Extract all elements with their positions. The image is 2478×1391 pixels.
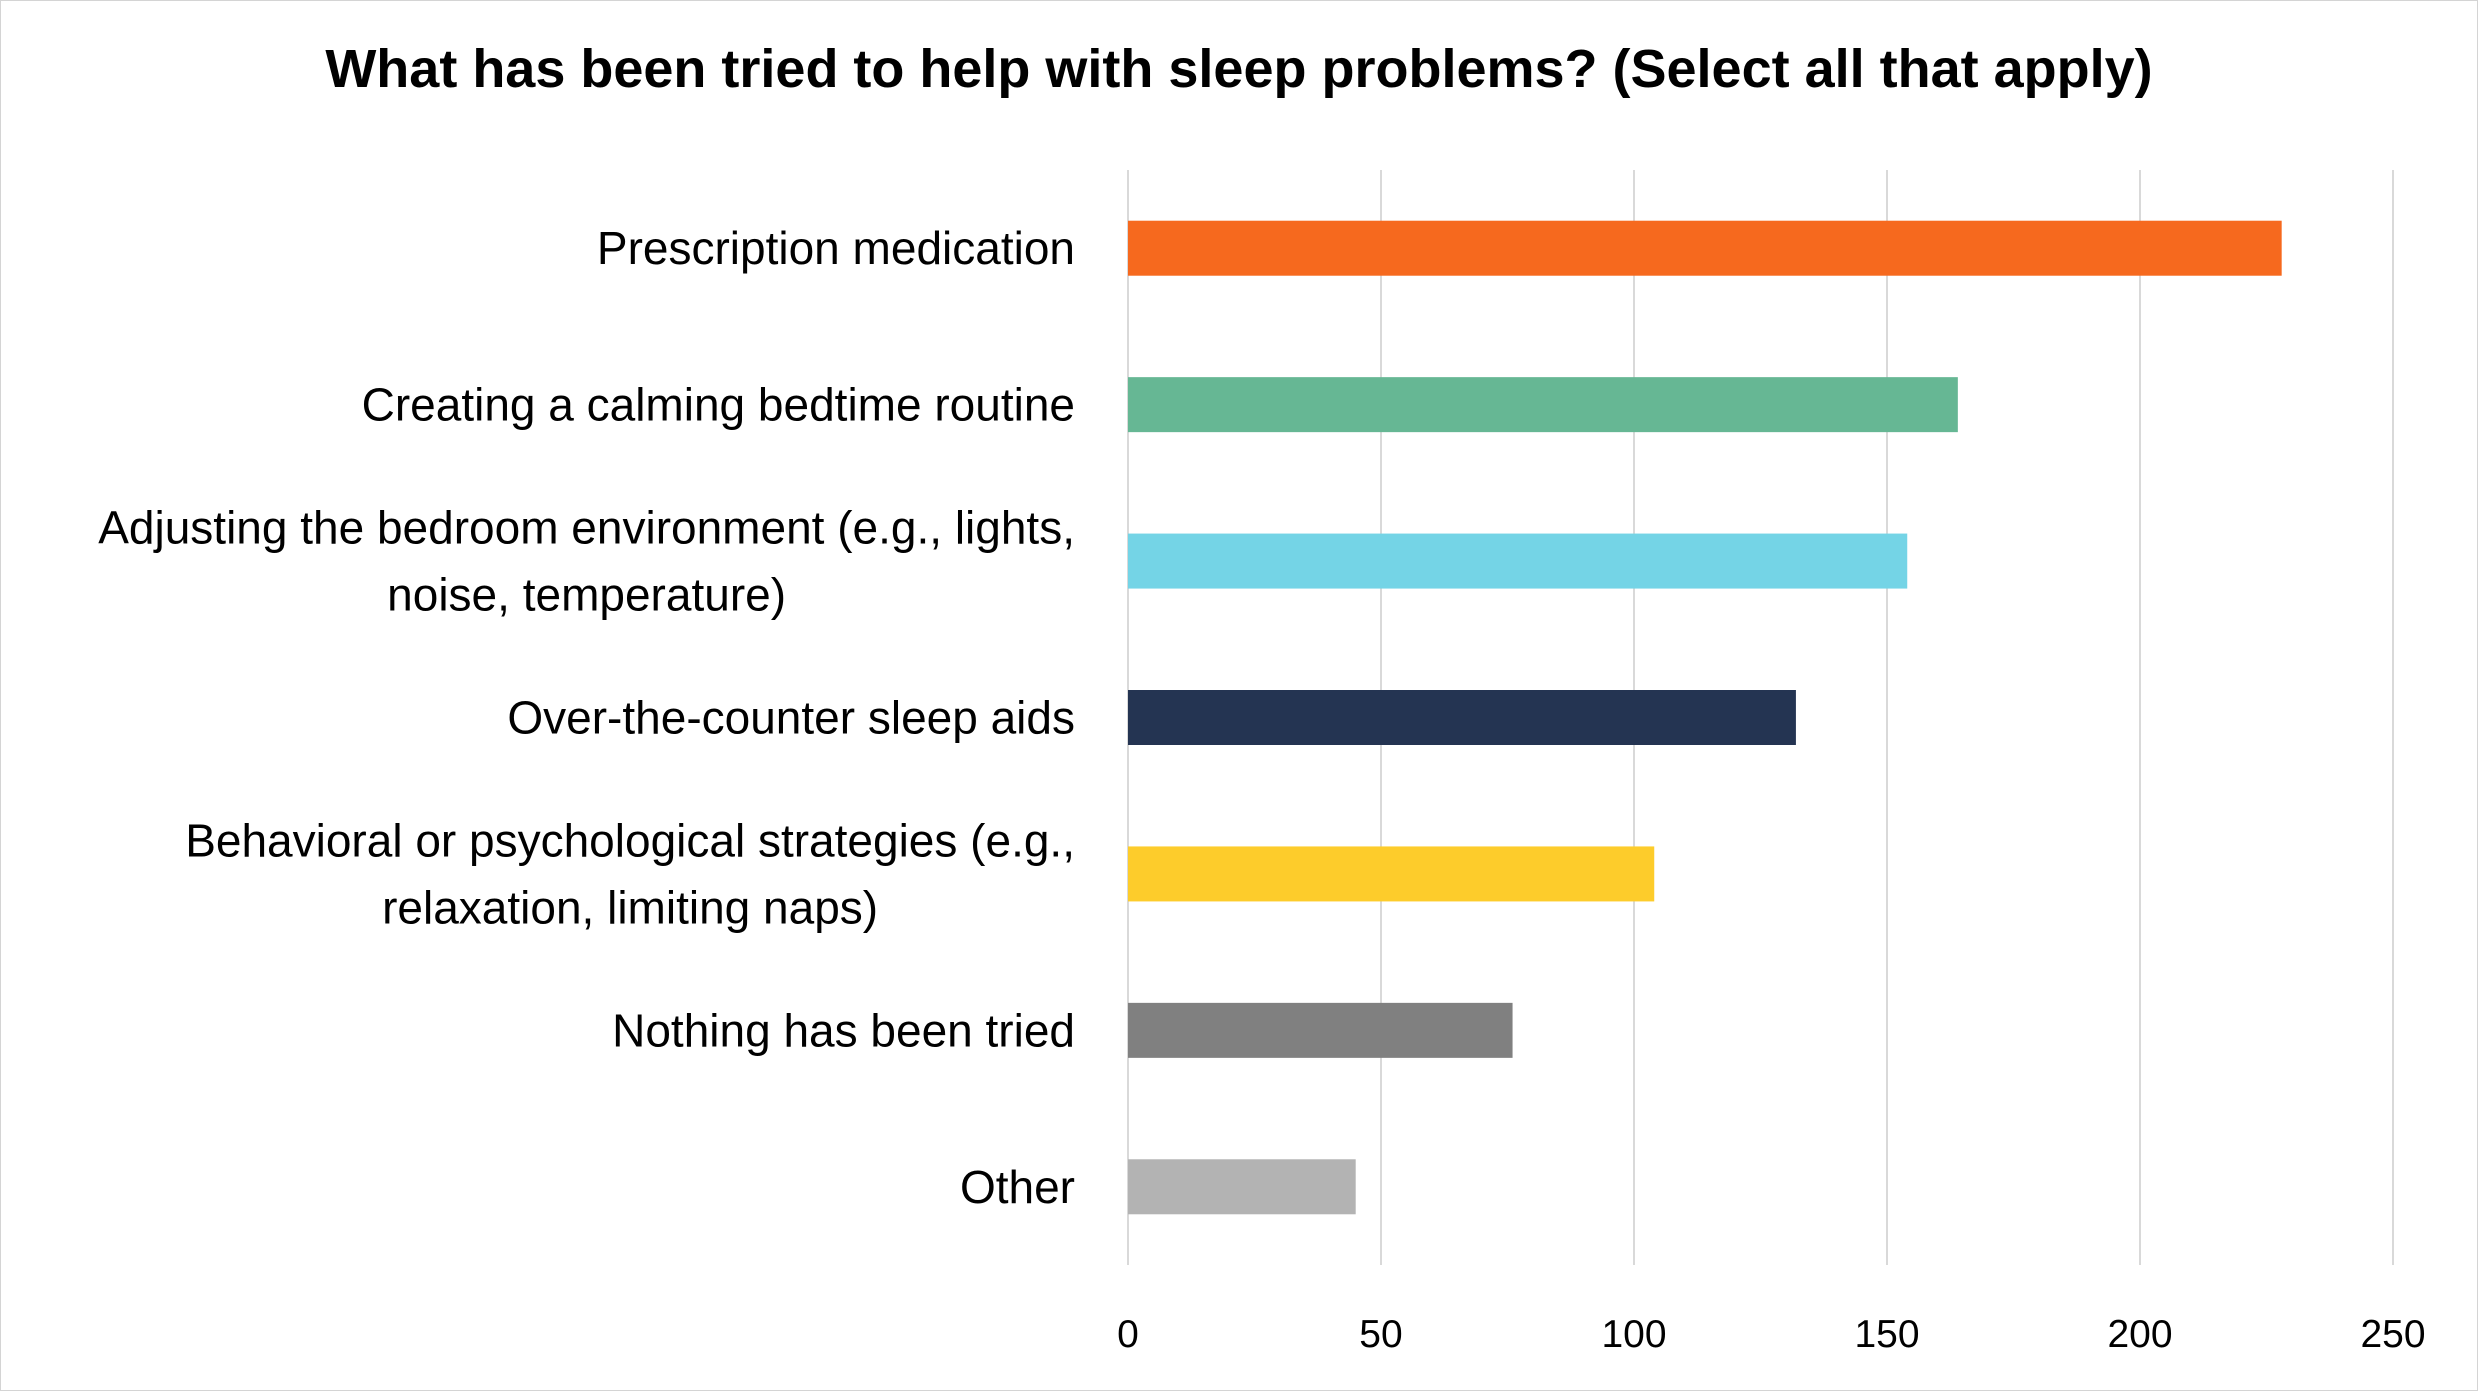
category-label: Nothing has been tried [612, 1004, 1075, 1056]
category-label: Adjusting the bedroom environment (e.g.,… [98, 502, 1075, 554]
category-label: Prescription medication [597, 222, 1075, 274]
x-tick-label: 50 [1359, 1313, 1402, 1356]
category-label: Other [960, 1161, 1075, 1213]
bar [1128, 377, 1958, 433]
category-label: Over-the-counter sleep aids [507, 692, 1075, 744]
bar [1128, 1002, 1513, 1058]
bar [1128, 1159, 1356, 1215]
x-tick-label: 250 [2360, 1313, 2425, 1356]
x-tick-label: 100 [1601, 1313, 1666, 1356]
category-label: Behavioral or psychological strategies (… [185, 814, 1075, 866]
category-label: relaxation, limiting naps) [382, 881, 878, 933]
x-tick-label: 0 [1117, 1313, 1139, 1356]
chart-title: What has been tried to help with sleep p… [325, 39, 2153, 99]
category-label: noise, temperature) [387, 569, 786, 621]
category-label: Creating a calming bedtime routine [362, 379, 1075, 431]
x-tick-label: 200 [2107, 1313, 2172, 1356]
bar [1128, 533, 1908, 589]
bar [1128, 220, 2282, 276]
x-tick-label: 150 [1854, 1313, 1919, 1356]
bar [1128, 690, 1796, 745]
bar [1128, 846, 1655, 902]
